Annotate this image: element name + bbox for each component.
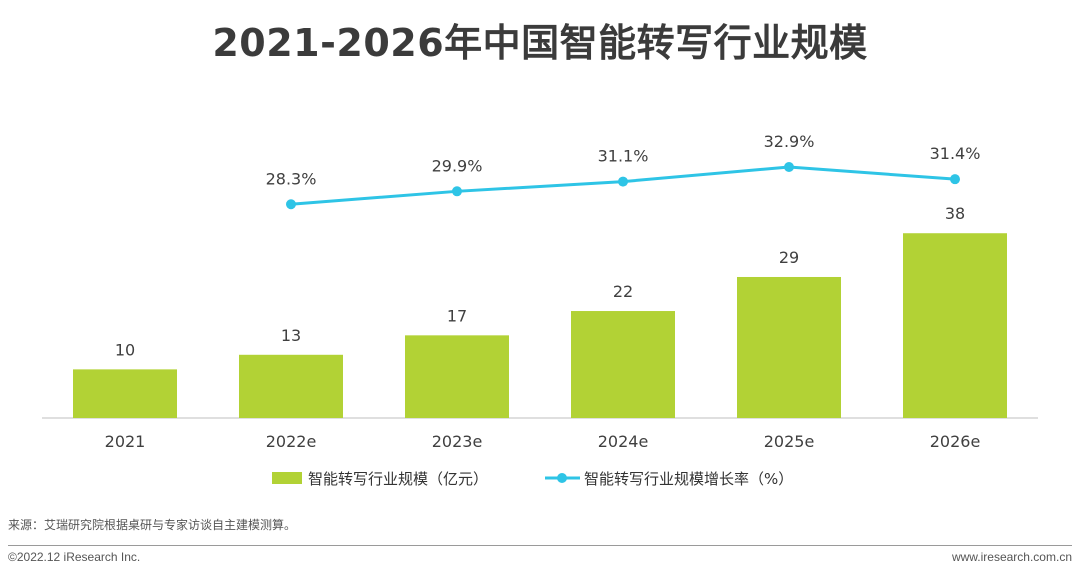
growth-label-2025e: 32.9% [764,132,815,151]
bar-label-2026e: 38 [945,204,965,223]
growth-point-2025e [784,162,794,173]
bar-2022e [239,354,343,418]
bar-label-2021: 10 [115,340,135,359]
bar-2025e [737,276,841,418]
growth-point-2024e [618,176,628,187]
bar-2023e [405,335,509,418]
bar-2026e [903,233,1007,418]
bar-2021 [73,369,177,418]
legend-line-label: 智能转写行业规模增长率（%） [584,470,793,488]
legend-bar-label: 智能转写行业规模（亿元） [308,470,488,488]
website-link[interactable]: www.iresearch.com.cn [951,550,1072,564]
bar-label-2023e: 17 [447,306,467,325]
chart-title: 2021-2026年中国智能转写行业规模 [212,21,868,65]
bar-label-2022e: 13 [281,326,301,345]
legend-bar-swatch [272,472,302,484]
footer-divider [8,545,1072,546]
x-tick-2021: 2021 [105,432,146,451]
x-tick-2024e: 2024e [598,432,649,451]
bar-label-2025e: 29 [779,248,799,267]
growth-point-2022e [286,199,296,210]
growth-point-2023e [452,186,462,197]
growth-label-2026e: 31.4% [930,144,981,163]
growth-point-2026e [950,174,960,185]
bar-2024e [571,311,675,418]
x-tick-2025e: 2025e [764,432,815,451]
bar-label-2024e: 22 [613,282,633,301]
growth-label-2022e: 28.3% [266,169,317,188]
source-note: 来源：艾瑞研究院根据桌研与专家访谈自主建模测算。 [8,518,297,532]
x-tick-2023e: 2023e [432,432,483,451]
combo-chart: 10 13 17 22 29 38 2021 2022e 2023e 2024e 2025e 202… [42,132,1038,488]
x-tick-2022e: 2022e [266,432,317,451]
x-tick-2026e: 2026e [930,432,981,451]
growth-label-2024e: 31.1% [598,147,649,166]
growth-label-2023e: 29.9% [432,156,483,175]
legend-line-marker [557,473,567,483]
copyright-text: ©2022.12 iResearch Inc. [8,550,141,564]
